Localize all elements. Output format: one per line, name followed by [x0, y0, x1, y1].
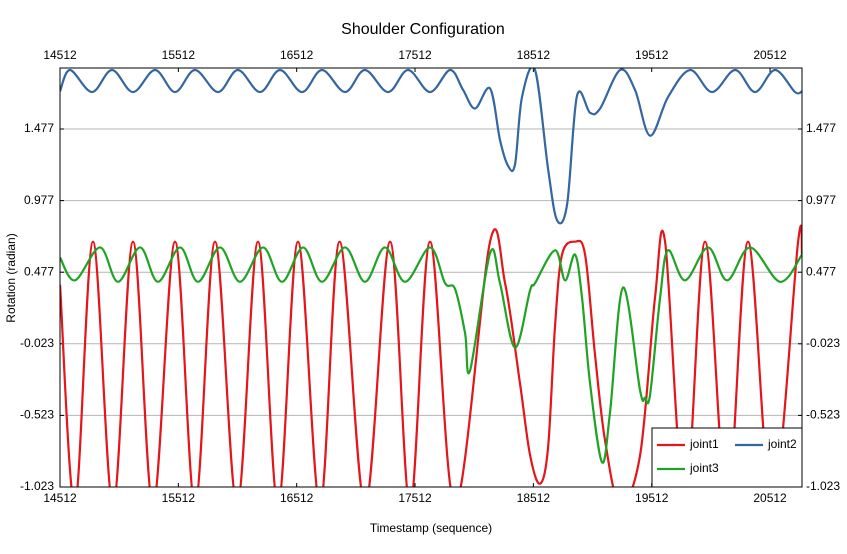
y-axis-label: Rotation (radian)	[4, 233, 18, 322]
x2-tick-label: 19512	[635, 48, 669, 62]
legend-label: joint1	[689, 437, 719, 451]
y-tick-label: 0.977	[24, 193, 54, 207]
y2-tick-label: 0.977	[806, 193, 836, 207]
y-tick-label: 1.477	[24, 121, 54, 135]
x-axis-label: Timestamp (sequence)	[370, 521, 492, 535]
legend-box	[651, 427, 803, 488]
y2-tick-label: 1.477	[806, 121, 836, 135]
x-tick-label: 16512	[280, 491, 314, 505]
x2-tick-label: 17512	[398, 48, 432, 62]
series-line	[60, 246, 802, 464]
y-tick-label: -0.523	[20, 408, 54, 422]
y2-tick-label: -0.023	[806, 336, 840, 350]
x2-tick-label: 16512	[280, 48, 314, 62]
x-tick-label: 17512	[398, 491, 432, 505]
legend: joint1 joint2 joint3	[651, 427, 803, 488]
y2-tick-label: -1.023	[806, 479, 840, 493]
legend-label: joint2	[767, 437, 797, 451]
y-tick-label: -0.023	[20, 336, 54, 350]
x-tick-label: 20512	[753, 491, 787, 505]
chart-title: Shoulder Configuration	[341, 21, 505, 38]
x2-tick-label: 15512	[162, 48, 196, 62]
x-tick-label: 18512	[517, 491, 551, 505]
y2-tick-label: 0.477	[806, 264, 836, 278]
x-tick-label: 15512	[162, 491, 196, 505]
x2-tick-label: 14512	[43, 48, 77, 62]
y-tick-label: -1.023	[20, 479, 54, 493]
y-tick-label: 0.477	[24, 264, 54, 278]
legend-label: joint3	[689, 461, 719, 475]
plot-frame	[59, 67, 803, 488]
x2-tick-label: 20512	[753, 48, 787, 62]
x-tick-label: 14512	[43, 491, 77, 505]
series-line	[60, 68, 802, 225]
x-tick-label: 19512	[635, 491, 669, 505]
x2-tick-label: 18512	[517, 48, 551, 62]
y2-tick-label: -0.523	[806, 408, 840, 422]
